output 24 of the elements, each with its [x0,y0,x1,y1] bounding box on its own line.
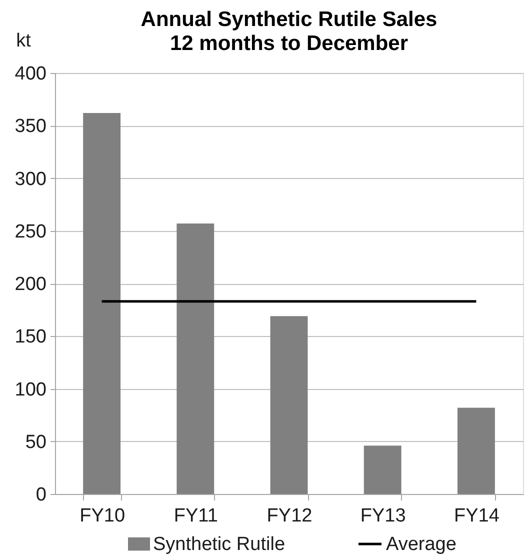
y-axis-title: kt [16,30,32,52]
bar [83,112,121,494]
x-tick-label: FY13 [360,506,406,526]
chart-subtitle: 12 months to December [170,32,408,55]
y-tick-label: 50 [25,432,46,453]
y-tick-label: 200 [14,274,46,295]
y-tick-label: 250 [14,221,46,242]
bar [457,408,495,494]
y-tick-label: 0 [36,484,46,506]
legend-label: Synthetic Rutile [153,534,286,555]
legend-label: Average [386,534,456,555]
bar [270,316,308,494]
y-tick-label: 350 [14,116,46,138]
y-tick-label: 400 [14,64,46,84]
y-tick-label: 300 [14,168,46,190]
x-tick-label: FY12 [266,506,312,526]
bar [176,224,214,494]
y-tick-label: 100 [14,379,46,400]
x-tick-label: FY11 [174,506,218,526]
chart-title: Annual Synthetic Rutile Sales [140,8,438,31]
y-tick-label: 150 [14,326,46,348]
bar [364,446,402,494]
x-tick-label: FY10 [80,506,126,526]
x-tick-label: FY14 [454,506,500,526]
